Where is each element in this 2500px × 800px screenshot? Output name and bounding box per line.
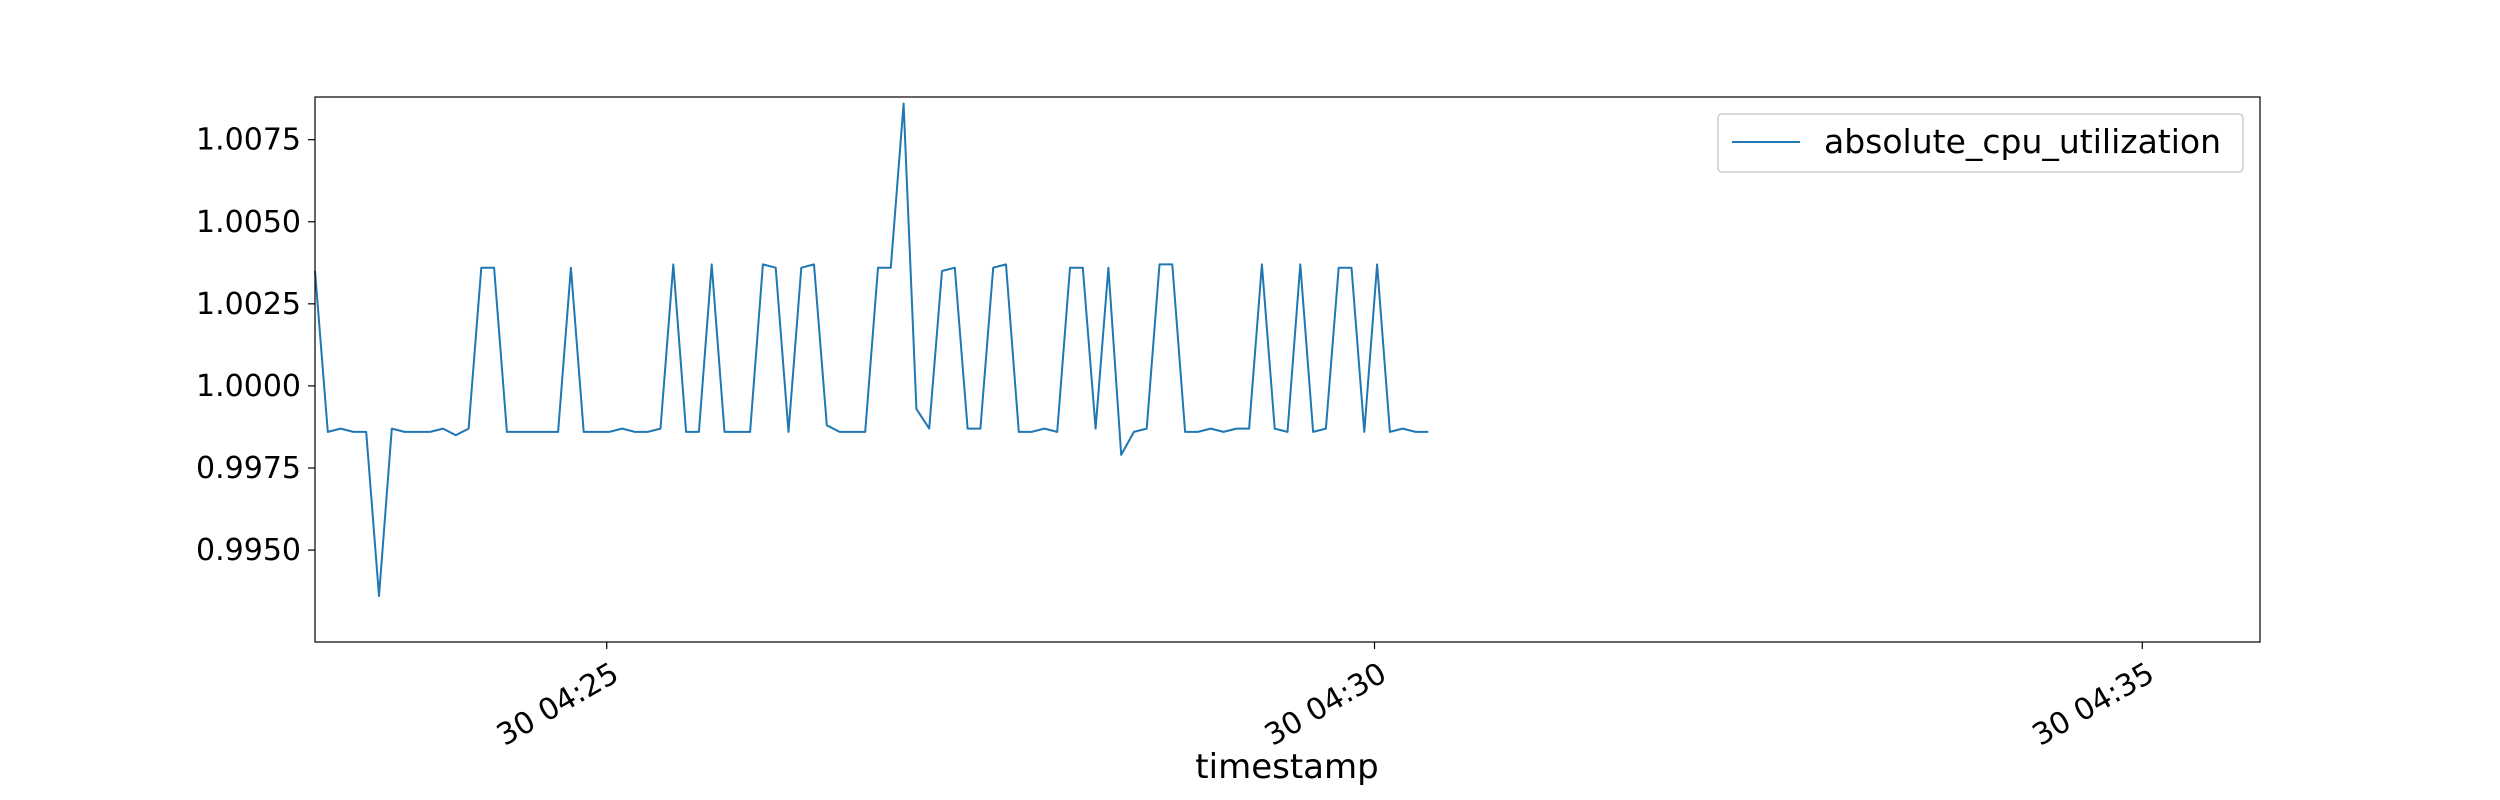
y-tick-label: 0.9950 [196,533,301,568]
y-tick-label: 1.0050 [196,205,301,240]
x-tick-label: 30 04:35 [2027,656,2161,753]
x-axis: 30 04:25 30 04:30 30 04:35 [491,642,2160,753]
y-tick-label: 1.0025 [196,287,301,322]
series-layer [314,102,1429,597]
plot-frame [314,96,2261,643]
y-axis: 0.9950 0.9975 1.0000 1.0025 1.0050 1.0075 [196,123,315,568]
x-tick-label: 30 04:25 [491,656,625,753]
legend-box [1717,113,2244,173]
y-tick-label: 0.9975 [196,451,301,486]
legend: absolute_cpu_utilization [1717,113,2244,173]
y-tick-label: 1.0075 [196,123,301,158]
y-tick-label: 1.0000 [196,369,301,404]
series-line-absolute_cpu_utilization [314,102,1429,597]
legend-label: absolute_cpu_utilization [1824,122,2221,161]
x-axis-title: timestamp [1195,747,1378,787]
x-tick-label: 30 04:30 [1259,656,1393,753]
